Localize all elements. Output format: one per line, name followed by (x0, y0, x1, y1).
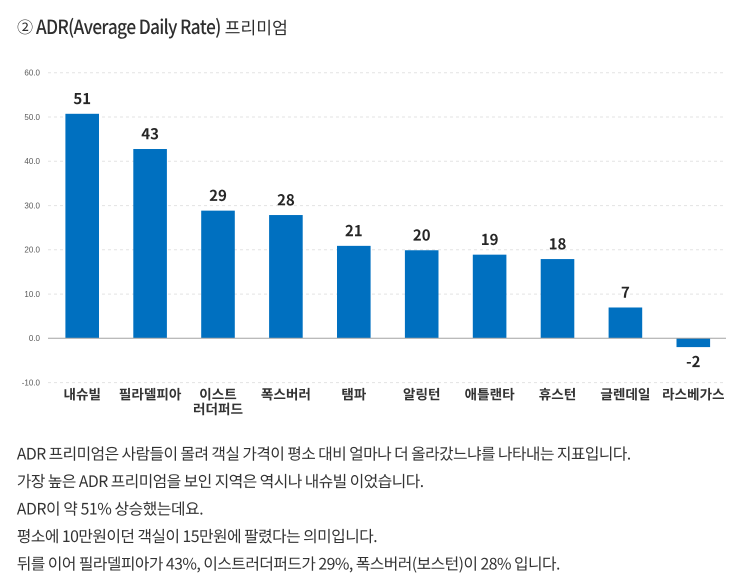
svg-text:-10.0: -10.0 (22, 378, 41, 387)
svg-text:40.0: 40.0 (24, 157, 40, 166)
svg-text:0.0: 0.0 (29, 334, 41, 343)
svg-text:60.0: 60.0 (24, 69, 40, 78)
svg-text:10.0: 10.0 (24, 290, 40, 299)
svg-text:20.0: 20.0 (24, 246, 40, 255)
svg-text:50.0: 50.0 (24, 113, 40, 122)
svg-text:30.0: 30.0 (24, 201, 40, 210)
